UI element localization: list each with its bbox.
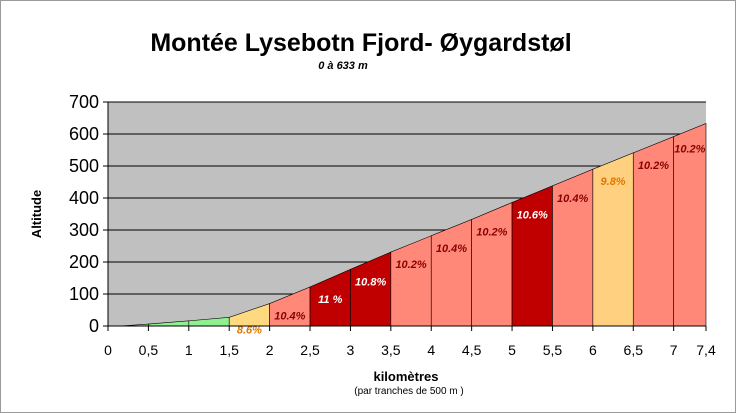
x-axis-label: kilomètres: [373, 369, 438, 384]
segment-grade-label: 10.6%: [517, 209, 548, 221]
y-tick-label: 400: [69, 188, 99, 208]
segment-grade-label: 10.4%: [274, 311, 305, 323]
x-tick-label: 1,5: [219, 342, 239, 358]
segment-grade-label: 10.4%: [557, 193, 588, 205]
x-tick-label: 0: [104, 342, 112, 358]
x-tick-label: 2: [266, 342, 274, 358]
profile-segment: [430, 218, 472, 327]
segment-grade-label: 10.2%: [674, 144, 705, 156]
segment-grade-label: 10.8%: [355, 276, 386, 288]
chart-subtitle: 0 à 633 m: [318, 60, 368, 72]
segment-grade-label: 9.8%: [601, 176, 626, 188]
segment-grade-label: 11 %: [318, 294, 342, 306]
y-tick-label: 600: [69, 124, 99, 144]
x-tick-label: 6,5: [624, 342, 644, 358]
profile-segment: [471, 202, 513, 327]
plot-area: 8.6%10.4%11 %10.8%10.2%10.4%10.2%10.6%10…: [69, 92, 716, 358]
x-tick-label: 5: [508, 342, 516, 358]
x-tick-label: 4,5: [462, 342, 482, 358]
y-tick-label: 0: [89, 316, 99, 336]
y-tick-label: 200: [69, 252, 99, 272]
x-tick-label: 4: [427, 342, 435, 358]
y-tick-label: 300: [69, 220, 99, 240]
x-tick-label: 3,5: [381, 342, 401, 358]
y-tick-label: 700: [69, 92, 99, 112]
x-tick-label: 5,5: [543, 342, 563, 358]
x-axis-note: (par tranches de 500 m ): [354, 386, 464, 397]
segment-grade-label: 10.2%: [476, 226, 507, 238]
x-tick-label: 0,5: [139, 342, 159, 358]
x-tick-label: 3: [347, 342, 355, 358]
y-axis-label: Altitude: [29, 190, 44, 238]
x-tick-label: 2,5: [300, 342, 320, 358]
segment-grade-label: 10.4%: [436, 243, 467, 255]
segment-grade-label: 10.2%: [395, 259, 426, 271]
x-tick-label: 7,4: [696, 342, 716, 358]
chart-title: Montée Lysebotn Fjord- Øygardstøl: [150, 29, 571, 57]
segment-grade-label: 10.2%: [638, 160, 669, 172]
segment-grade-label: 8.6%: [237, 324, 262, 336]
x-tick-label: 6: [589, 342, 597, 358]
profile-segment: [511, 185, 553, 327]
y-tick-label: 100: [69, 284, 99, 304]
x-tick-label: 1: [185, 342, 193, 358]
x-tick-label: 7: [670, 342, 678, 358]
y-tick-label: 500: [69, 156, 99, 176]
